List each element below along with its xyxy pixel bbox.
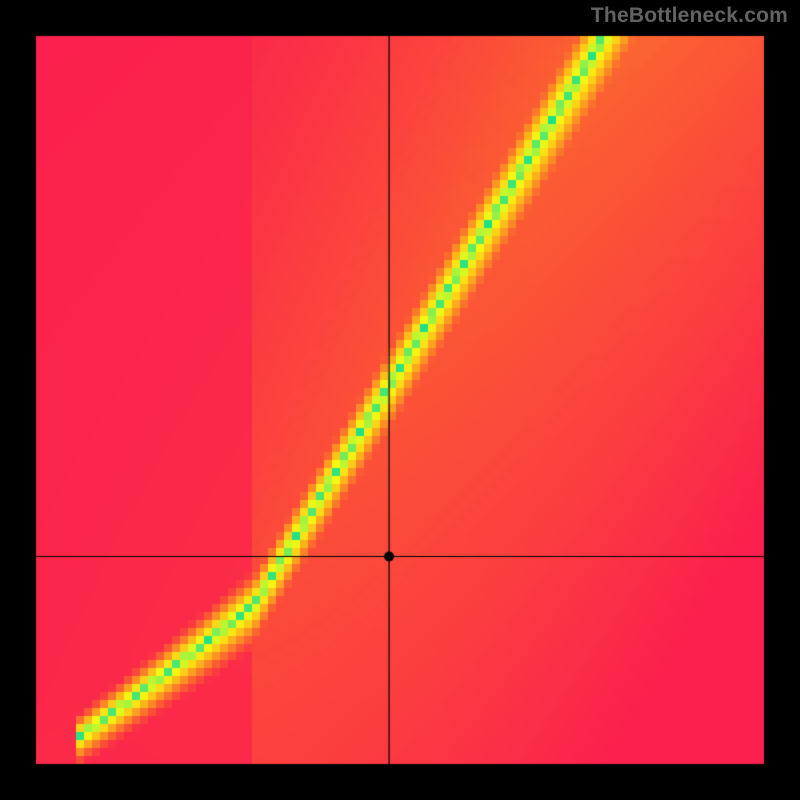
watermark-text: TheBottleneck.com [591, 4, 788, 28]
bottleneck-heatmap [0, 0, 800, 800]
chart-container: TheBottleneck.com [0, 0, 800, 800]
